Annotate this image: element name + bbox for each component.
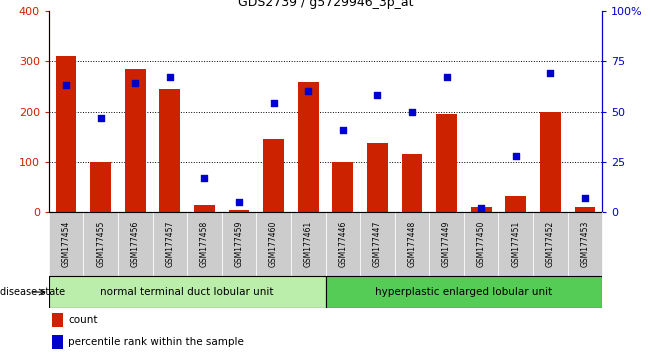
Bar: [326, 212, 360, 276]
Point: [407, 109, 417, 114]
Bar: [533, 212, 568, 276]
Bar: [499, 212, 533, 276]
Bar: [326, 276, 602, 308]
Bar: [83, 212, 118, 276]
Bar: [125, 69, 146, 212]
Text: GSM177446: GSM177446: [339, 221, 347, 268]
Point: [61, 82, 72, 88]
Point: [130, 80, 141, 86]
Bar: [51, 335, 62, 349]
Bar: [429, 212, 464, 276]
Point: [234, 200, 244, 205]
Text: disease state: disease state: [0, 287, 65, 297]
Bar: [395, 212, 429, 276]
Text: count: count: [68, 315, 98, 325]
Bar: [367, 143, 388, 212]
Bar: [49, 212, 83, 276]
Bar: [568, 212, 602, 276]
Point: [510, 153, 521, 159]
Point: [268, 101, 279, 106]
Text: GSM177455: GSM177455: [96, 221, 105, 268]
Text: GSM177454: GSM177454: [62, 221, 70, 268]
Bar: [505, 196, 526, 212]
Text: GSM177458: GSM177458: [200, 221, 209, 267]
Bar: [229, 210, 249, 212]
Bar: [360, 212, 395, 276]
Text: hyperplastic enlarged lobular unit: hyperplastic enlarged lobular unit: [375, 287, 553, 297]
Text: GSM177451: GSM177451: [511, 221, 520, 267]
Text: GSM177449: GSM177449: [442, 221, 451, 268]
Bar: [56, 56, 77, 212]
Point: [165, 74, 175, 80]
Bar: [118, 212, 152, 276]
Text: GSM177459: GSM177459: [234, 221, 243, 268]
Point: [372, 92, 383, 98]
Text: GSM177453: GSM177453: [581, 221, 589, 268]
Point: [476, 206, 486, 211]
Text: normal terminal duct lobular unit: normal terminal duct lobular unit: [100, 287, 274, 297]
Point: [96, 115, 106, 120]
Text: GSM177450: GSM177450: [477, 221, 486, 268]
Bar: [152, 212, 187, 276]
Point: [441, 74, 452, 80]
Point: [303, 88, 313, 94]
Bar: [436, 114, 457, 212]
Bar: [263, 139, 284, 212]
Point: [579, 195, 590, 201]
Title: GDS2739 / g5729946_3p_at: GDS2739 / g5729946_3p_at: [238, 0, 413, 10]
Bar: [222, 212, 256, 276]
Text: GSM177448: GSM177448: [408, 221, 417, 267]
Bar: [464, 212, 499, 276]
Bar: [194, 205, 215, 212]
Bar: [333, 162, 353, 212]
Point: [545, 70, 555, 76]
Bar: [298, 82, 318, 212]
Bar: [402, 154, 422, 212]
Bar: [574, 207, 595, 212]
Text: percentile rank within the sample: percentile rank within the sample: [68, 337, 244, 347]
Bar: [51, 313, 62, 327]
Text: GSM177456: GSM177456: [131, 221, 140, 268]
Bar: [90, 162, 111, 212]
Bar: [187, 212, 222, 276]
Text: GSM177447: GSM177447: [373, 221, 382, 268]
Text: GSM177461: GSM177461: [304, 221, 312, 267]
Text: GSM177457: GSM177457: [165, 221, 174, 268]
Bar: [49, 276, 326, 308]
Bar: [471, 207, 492, 212]
Text: GSM177460: GSM177460: [269, 221, 278, 268]
Point: [199, 175, 210, 181]
Bar: [540, 112, 561, 212]
Point: [338, 127, 348, 132]
Bar: [291, 212, 326, 276]
Text: GSM177452: GSM177452: [546, 221, 555, 267]
Bar: [159, 89, 180, 212]
Bar: [256, 212, 291, 276]
